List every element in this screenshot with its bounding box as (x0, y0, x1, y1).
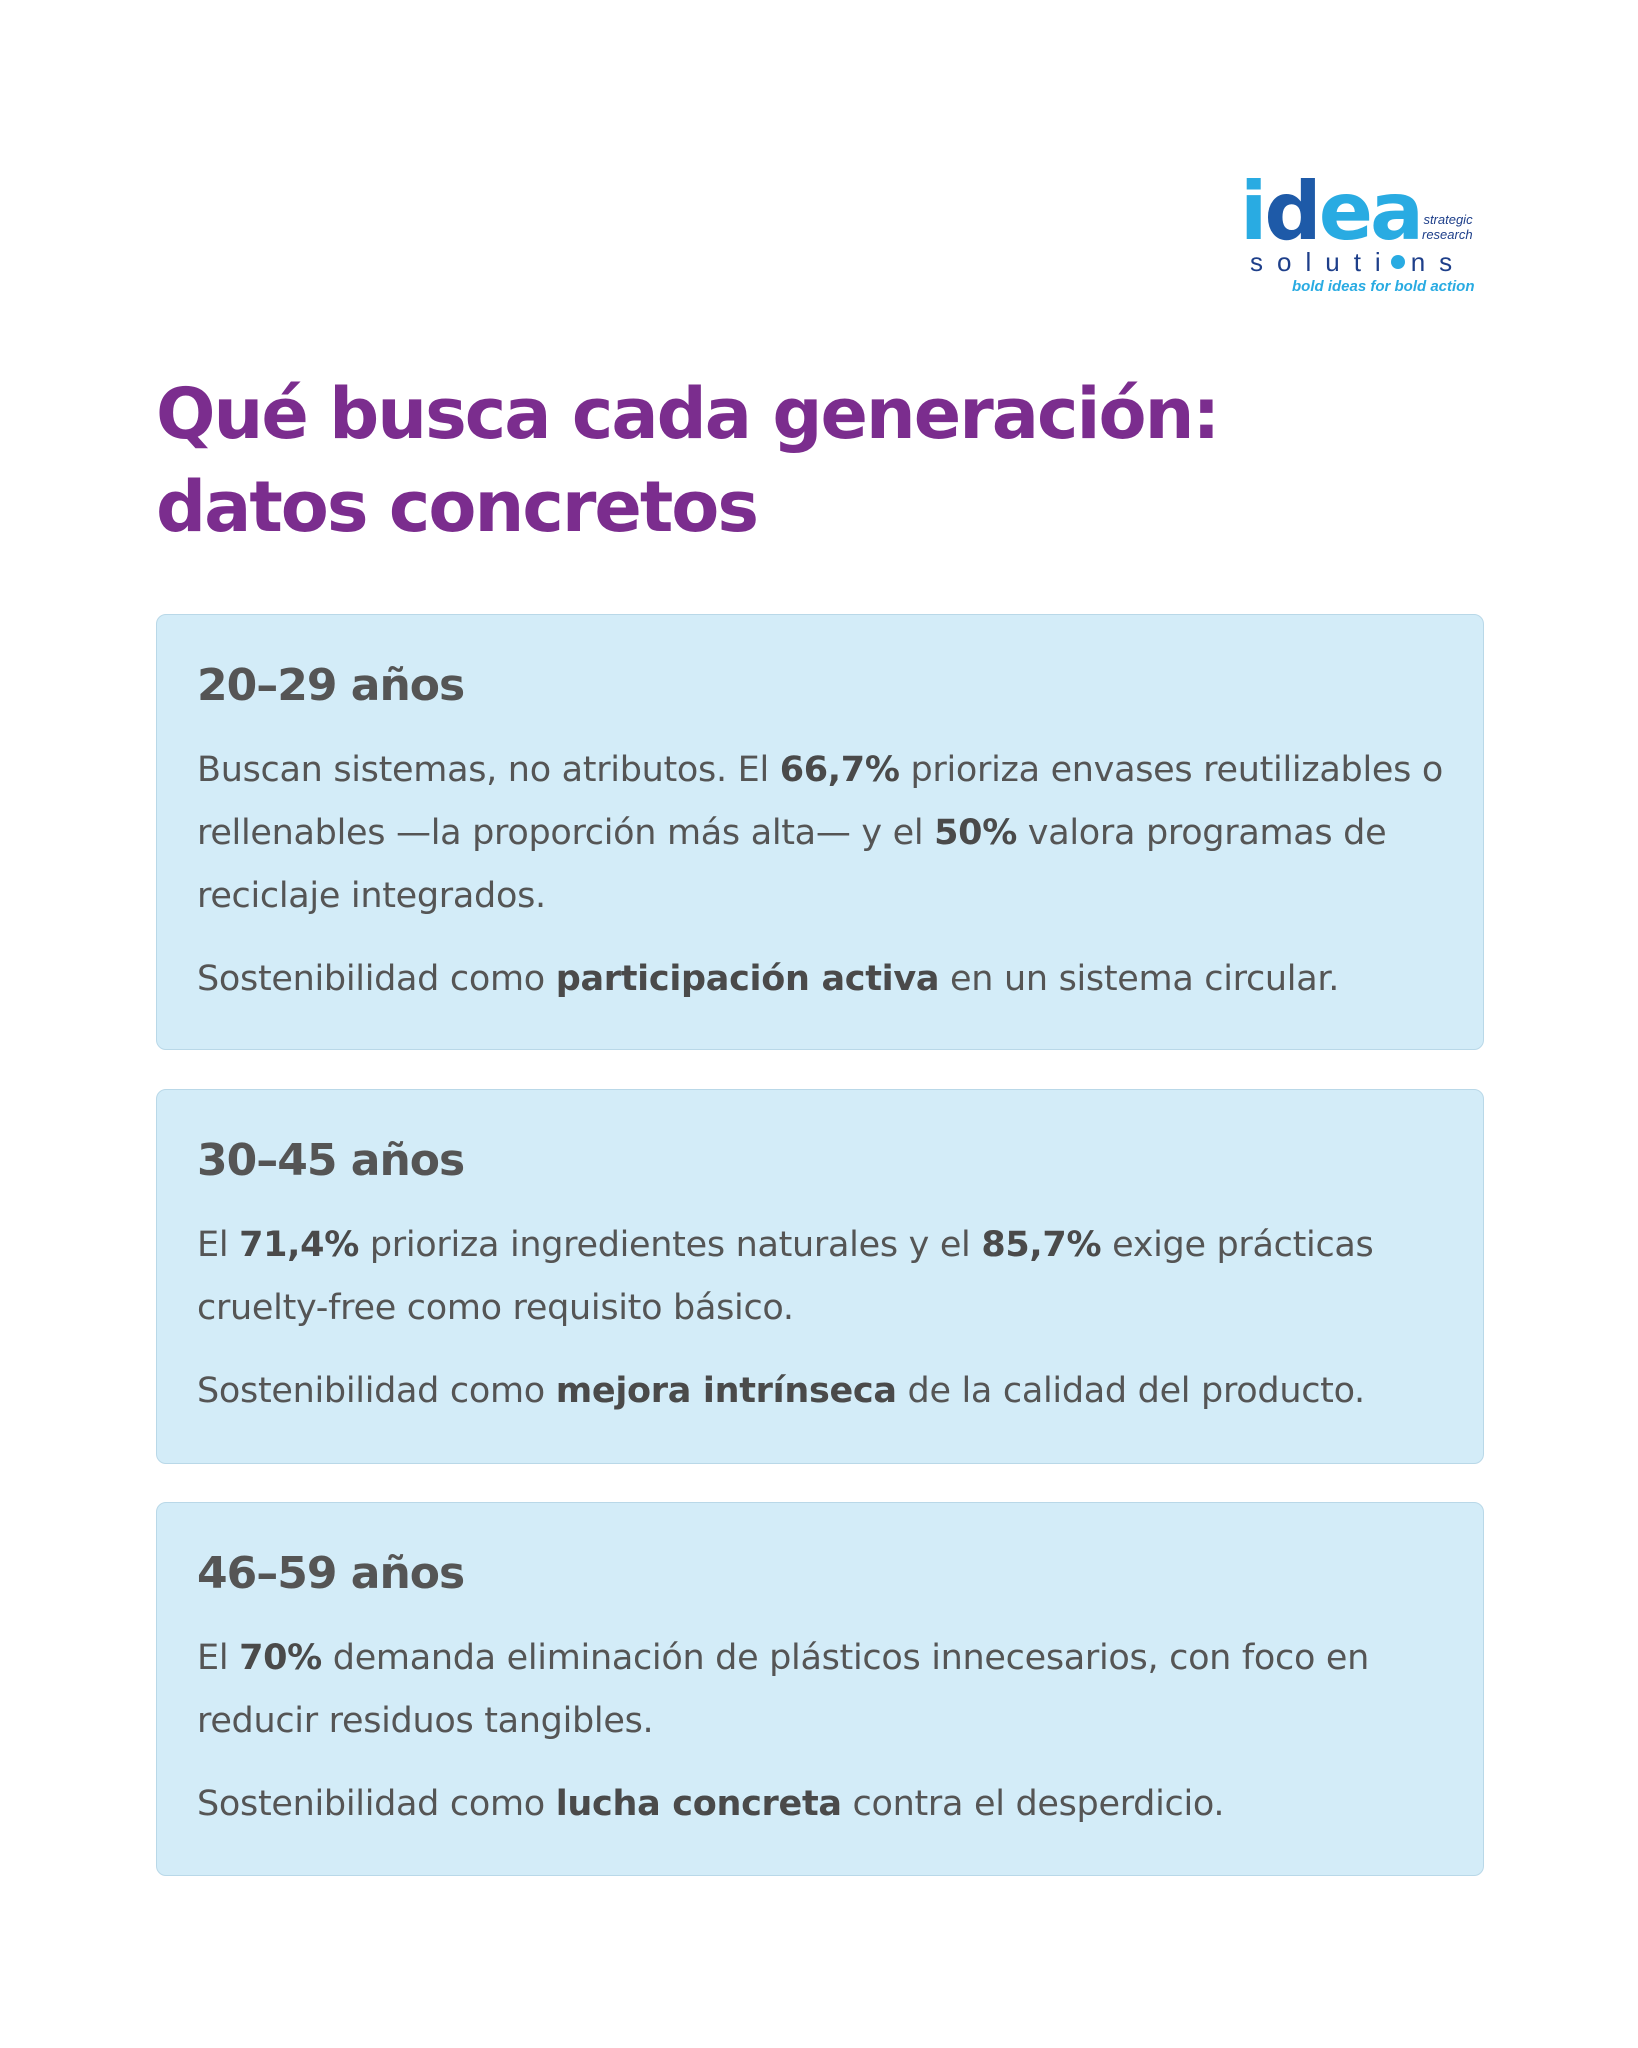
body-text: El (197, 1225, 240, 1265)
generation-card-46-59: 46–59 años El 70% demanda eliminación de… (156, 1502, 1484, 1876)
summary-text: de la calidad del producto. (896, 1371, 1366, 1411)
page-title: Qué busca cada generación: datos concret… (156, 368, 1456, 554)
body-text: prioriza envases reutilizables o rellena… (197, 750, 1443, 853)
generation-card-30-45: 30–45 años El 71,4% prioriza ingrediente… (156, 1089, 1484, 1464)
summary-highlight: participación activa (555, 959, 940, 999)
logo-dot-icon (1390, 255, 1405, 269)
body-text: Buscan sistemas, no atributos. El (197, 750, 780, 790)
card-heading: 46–59 años (197, 1548, 465, 1599)
card-body: El 71,4% prioriza ingredientes naturales… (197, 1214, 1443, 1340)
logo-solutions-end: ns (1410, 247, 1467, 277)
summary-text: Sostenibilidad como (197, 959, 556, 999)
logo-wordmark: idea (1240, 165, 1424, 258)
generation-card-20-29: 20–29 años Buscan sistemas, no atributos… (156, 614, 1484, 1050)
card-heading: 30–45 años (197, 1135, 465, 1186)
card-body: El 70% demanda eliminación de plásticos … (197, 1627, 1443, 1753)
summary-text: contra el desperdicio. (841, 1784, 1225, 1824)
body-highlight: 71,4% (239, 1225, 360, 1265)
card-summary: Sostenibilidad como lucha concreta contr… (197, 1773, 1443, 1836)
body-text: El (197, 1638, 240, 1678)
logo-solutions: soluti ns (1250, 247, 1466, 277)
body-text: prioriza ingredientes naturales y el (359, 1225, 982, 1265)
page-title-line-2: datos concretos (156, 466, 759, 548)
summary-text: Sostenibilidad como (197, 1371, 556, 1411)
summary-highlight: mejora intrínseca (555, 1371, 897, 1411)
summary-highlight: lucha concreta (555, 1784, 842, 1824)
logo-tagline: bold ideas for bold action (1292, 278, 1475, 295)
logo-side-research: research (1422, 227, 1473, 242)
body-highlight: 70% (239, 1638, 322, 1678)
body-text: exige prácticas cruelty-free como requis… (197, 1225, 1374, 1328)
card-summary: Sostenibilidad como mejora intrínseca de… (197, 1360, 1443, 1423)
card-summary: Sostenibilidad como participación activa… (197, 948, 1443, 1011)
body-highlight: 50% (934, 813, 1017, 853)
logo-side-strategic: strategic (1423, 212, 1473, 227)
summary-text: Sostenibilidad como (197, 1784, 556, 1824)
summary-text: en un sistema circular. (939, 959, 1340, 999)
card-body: Buscan sistemas, no atributos. El 66,7% … (197, 739, 1443, 928)
logo-solutions-start: soluti (1250, 247, 1395, 277)
body-text: valora programas de reciclaje integrados… (197, 813, 1387, 916)
body-highlight: 66,7% (779, 750, 900, 790)
body-text: demanda eliminación de plásticos inneces… (197, 1638, 1370, 1741)
logo-side-text: strategic research (1422, 212, 1473, 242)
card-heading: 20–29 años (197, 660, 465, 711)
idea-solutions-logo: idea strategic research soluti ns bold id… (1240, 172, 1480, 302)
page-title-line-1: Qué busca cada generación: (156, 373, 1220, 455)
body-highlight: 85,7% (981, 1225, 1102, 1265)
